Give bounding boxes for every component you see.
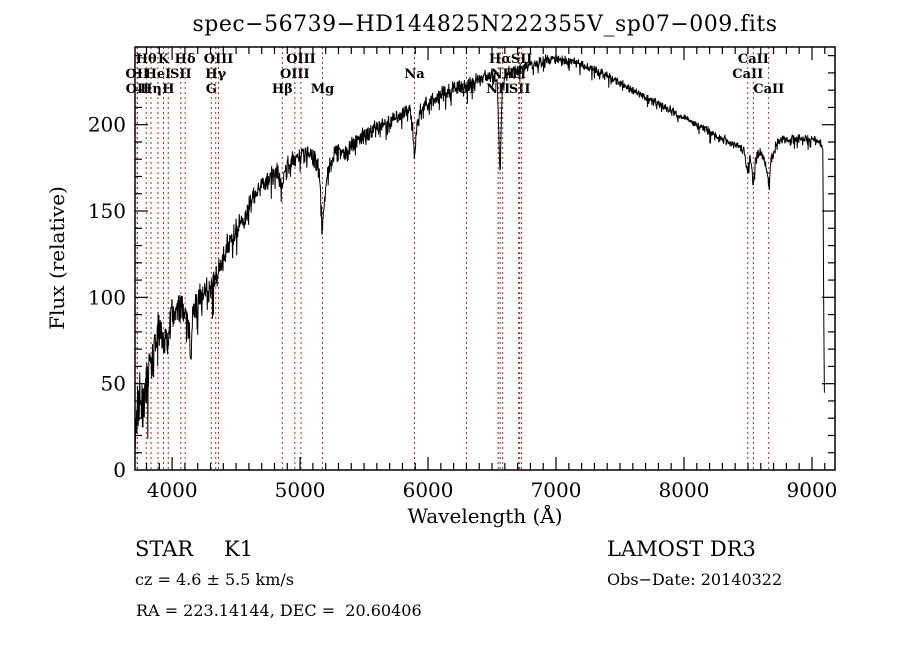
x-tick-label: 5000 bbox=[275, 478, 326, 502]
spectral-line-label: NII bbox=[486, 82, 510, 97]
spectral-line-label: CaII bbox=[738, 52, 769, 67]
spectral-line-label: Hα bbox=[489, 52, 511, 67]
spectral-line-label: Hδ bbox=[175, 52, 196, 67]
ra-dec-label: RA = 223.14144, DEC = 20.60406 bbox=[136, 601, 422, 620]
y-tick-label: 50 bbox=[101, 372, 126, 396]
x-tick-label: 8000 bbox=[659, 478, 710, 502]
spectral-line-label: CaII bbox=[753, 82, 784, 97]
spectral-line-label: HeI bbox=[145, 67, 172, 82]
x-tick-label: 9000 bbox=[787, 478, 838, 502]
x-tick-label: 7000 bbox=[531, 478, 582, 502]
spectral-line-label: Hβ bbox=[272, 82, 293, 97]
spectral-line-label: H bbox=[162, 82, 174, 97]
spectral-line-label: OII bbox=[126, 82, 150, 97]
spectral-line-label: OIII bbox=[204, 52, 234, 67]
spectral-line-label: Mg bbox=[311, 82, 334, 97]
spectral-line-label: Na bbox=[404, 67, 425, 82]
plot-title: spec−56739−HD144825N222355V_sp07−009.fit… bbox=[192, 12, 778, 37]
survey-release-label: LAMOST DR3 bbox=[607, 537, 756, 561]
spectral-line-label: G bbox=[206, 82, 217, 97]
spectral-line-label: OIII bbox=[286, 52, 316, 67]
spectral-line-label: Hθ bbox=[136, 52, 157, 67]
y-tick-label: 0 bbox=[113, 458, 126, 482]
spectral-line-label: Hη bbox=[140, 82, 162, 97]
spectral-line-label: CaII bbox=[732, 67, 763, 82]
spectral-line-label: Hγ bbox=[205, 67, 226, 82]
spectral-line-label: SII bbox=[509, 82, 531, 97]
y-tick-label: 200 bbox=[88, 113, 126, 137]
spectral-line-label: SII bbox=[170, 67, 192, 82]
plot-frame bbox=[134, 46, 836, 471]
y-tick-label: 150 bbox=[88, 199, 126, 223]
y-tick-label: 100 bbox=[88, 285, 126, 309]
object-subclass-label: K1 bbox=[224, 537, 254, 561]
spectrum-curve bbox=[134, 54, 825, 449]
spectral-line-label: K bbox=[158, 52, 170, 67]
object-type-label: STAR bbox=[135, 537, 194, 561]
x-tick-label: 4000 bbox=[147, 478, 198, 502]
obs-date-label: Obs−Date: 20140322 bbox=[607, 570, 783, 589]
spectral-line-label: OII bbox=[125, 67, 149, 82]
x-tick-label: 6000 bbox=[403, 478, 454, 502]
y-axis-label: Flux (relative) bbox=[45, 186, 69, 330]
x-axis-label: Wavelength (Å) bbox=[407, 504, 563, 528]
radial-velocity-label: cz = 4.6 ± 5.5 km/s bbox=[135, 570, 294, 589]
spectral-line-label: OIII bbox=[280, 67, 310, 82]
